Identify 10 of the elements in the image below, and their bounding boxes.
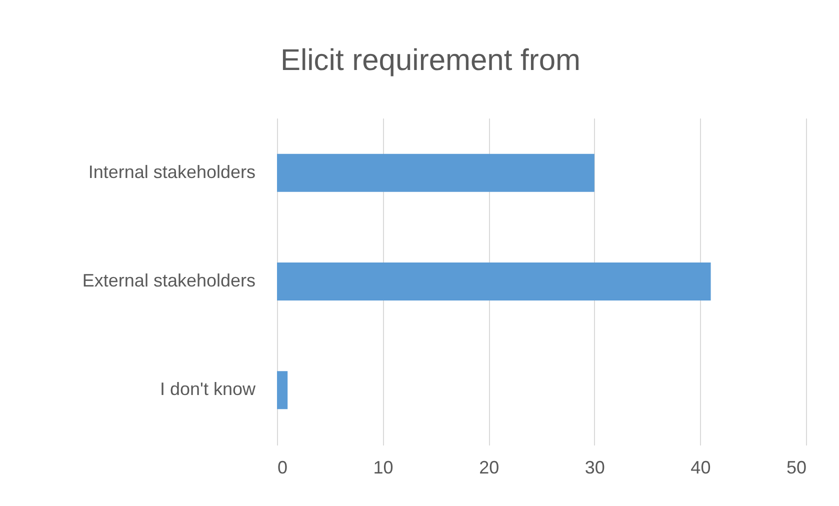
x-tick-label: 50 [786,458,806,478]
x-tick-label: 0 [278,458,288,478]
chart-title: Elicit requirement from [280,44,581,77]
y-tick-label: External stakeholders [82,270,256,290]
y-tick-label: Internal stakeholders [88,162,256,182]
x-tick-label: 40 [690,458,711,478]
x-tick-label: 30 [584,458,605,478]
y-tick-label: I don't know [160,379,256,400]
x-tick-label: 10 [373,458,394,478]
x-tick-label: 20 [479,458,500,478]
